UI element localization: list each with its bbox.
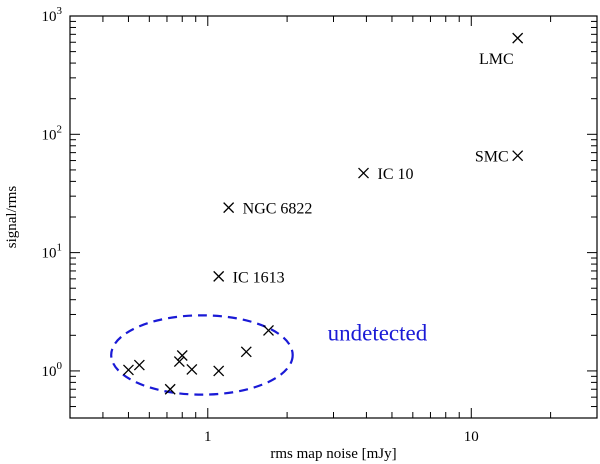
y-tick-label: 102 [42,123,63,143]
data-point [512,32,524,44]
data-point [358,167,369,179]
marker-stroke [173,356,185,368]
marker-stroke [213,365,225,377]
ellipse-layer: undetected [110,314,428,396]
data-point [133,359,145,371]
undetected-ellipse [110,314,294,396]
point-label: NGC 6822 [243,201,313,218]
data-point [223,202,235,214]
data-point [173,356,185,368]
data-point [213,270,225,282]
data-point [263,324,274,336]
x-axis-title: rms map noise [mJy] [270,446,396,462]
marker-stroke [213,270,225,282]
marker-stroke [358,167,369,179]
y-tick-label: 103 [42,5,63,25]
data-point [240,346,252,358]
marker-stroke [263,324,274,336]
marker-stroke [122,364,134,376]
plot-frame [69,15,598,419]
data-point [176,350,188,361]
data-point [186,363,198,375]
point-label: IC 10 [378,166,414,183]
data-point [213,365,225,377]
marker-stroke [512,150,524,162]
data-point [164,383,176,395]
x-tick-label: 10 [464,429,479,445]
y-tick-label: 100 [42,360,63,380]
marker-stroke [223,202,235,214]
marker-stroke [240,346,252,358]
x-tick-label: 1 [204,429,212,445]
marker-stroke [186,363,198,375]
point-label: IC 1613 [233,269,285,286]
y-tick-label: 101 [42,242,63,262]
ticks-layer: 1 10 100 101 102 103 [42,5,598,445]
y-axis-title: signal/rms [4,186,20,249]
point-label: LMC [479,51,514,68]
marker-stroke [133,359,145,371]
marker-stroke [512,32,524,44]
data-point [512,150,524,162]
labels-layer: LMC SMC IC 10 NGC 6822 IC 1613 [233,51,514,286]
data-point [122,364,134,376]
undetected-label: undetected [328,321,428,346]
marker-stroke [176,350,188,361]
marker-stroke [164,383,176,395]
points-layer [122,32,524,395]
point-label: SMC [475,149,509,166]
